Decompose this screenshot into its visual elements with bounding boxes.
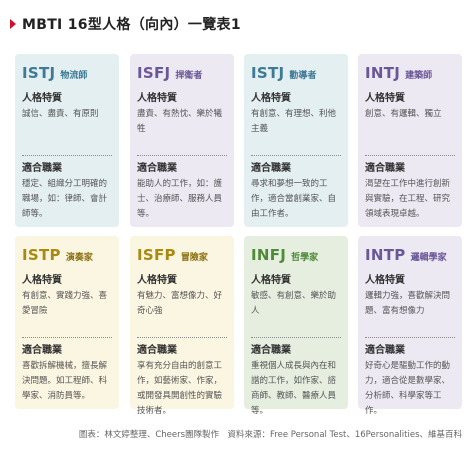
- traits-text: 邏輯力強，喜歡解決問題、富有想像力: [365, 291, 451, 316]
- type-code: ISFJ: [137, 64, 171, 82]
- type-code: ISTJ: [22, 64, 56, 82]
- card-header: ISTP 演奏家: [22, 236, 112, 272]
- careers-text: 享有充分自由的創意工作，如藝術家、作家，或開發具開創性的實驗技術者。: [137, 361, 223, 416]
- mbti-card-istj: ISTJ 物流師人格特質誠信、盡責、有原則 適合職業穩定、組織分工明確的職場，如：律…: [15, 54, 119, 227]
- traits-heading: 人格特質: [22, 93, 62, 104]
- careers-heading: 適合職業: [22, 163, 62, 174]
- traits-heading: 人格特質: [22, 275, 62, 286]
- card-header: INTJ 建築師: [365, 54, 455, 90]
- mbti-card-infj: INFJ 哲學家人格特質敏感、有創意、樂於助人適合職業重視個人成長與內在和諧的工作…: [244, 236, 348, 416]
- card-header: ISFJ 捍衛者: [137, 54, 227, 90]
- type-code: INTP: [365, 246, 406, 264]
- section-divider: [137, 155, 227, 156]
- type-role: 物流師: [60, 71, 88, 81]
- traits-text: 有魅力、富想像力、好奇心強: [137, 291, 223, 316]
- type-role: 冒險家: [180, 253, 208, 263]
- type-role: 邏輯學家: [410, 253, 447, 263]
- traits-heading: 人格特質: [251, 93, 291, 104]
- type-role: 哲學家: [291, 253, 319, 263]
- section-divider: [251, 337, 341, 338]
- section-divider: [365, 337, 455, 338]
- type-code: ISTP: [22, 246, 61, 264]
- card-header: ISTJ 勸導者: [251, 54, 341, 90]
- type-code: INFJ: [251, 246, 287, 264]
- type-code: ISTJ: [251, 64, 285, 82]
- section-divider: [137, 337, 227, 338]
- card-header: ISTJ 物流師: [22, 54, 112, 90]
- type-code: ISFP: [137, 246, 176, 264]
- careers-text: 重視個人成長與內在和諧的工作，如作家、諮商師、教師、醫療人員等。: [251, 361, 337, 416]
- traits-text: 創意、有邏輯、獨立: [365, 109, 442, 119]
- title-marker-icon: [10, 19, 16, 29]
- page-title: MBTI 16型人格（向內）一覽表1: [22, 17, 241, 33]
- title-bar: MBTI 16型人格（向內）一覽表1: [10, 14, 450, 34]
- section-divider: [365, 155, 455, 156]
- card-header: INTP 邏輯學家: [365, 236, 455, 272]
- traits-heading: 人格特質: [137, 93, 177, 104]
- careers-text: 好奇心是驅動工作的動力，適合從是數學家、分析師、科學家等工作。: [365, 361, 451, 416]
- mbti-card-istj: ISTJ 勸導者人格特質有創意、有理想、利他主義適合職業尋求和夢想一致的工作，適合…: [244, 54, 348, 227]
- careers-heading: 適合職業: [22, 345, 62, 356]
- card-header: ISFP 冒險家: [137, 236, 227, 272]
- traits-heading: 人格特質: [251, 275, 291, 286]
- traits-heading: 人格特質: [365, 275, 405, 286]
- careers-heading: 適合職業: [137, 163, 177, 174]
- careers-heading: 適合職業: [251, 345, 291, 356]
- traits-text: 敏感、有創意、樂於助人: [251, 291, 337, 316]
- mbti-card-istp: ISTP 演奏家人格特質有創意、實踐力強、喜愛冒險適合職業喜歡拆解機械，擅長解決問…: [15, 236, 119, 409]
- careers-heading: 適合職業: [251, 163, 291, 174]
- careers-heading: 適合職業: [137, 345, 177, 356]
- careers-text: 喜歡拆解機械，擅長解決問題。如工程師、科學家、消防員等。: [22, 361, 108, 401]
- section-divider: [22, 155, 112, 156]
- traits-text: 有創意、有理想、利他主義: [251, 109, 337, 134]
- mbti-card-intj: INTJ 建築師人格特質創意、有邏輯、獨立 適合職業渴望在工作中進行創新與實驗，在工…: [358, 54, 462, 227]
- card-header: INFJ 哲學家: [251, 236, 341, 272]
- section-divider: [251, 155, 341, 156]
- careers-text: 渴望在工作中進行創新與實驗，在工程、研究領域表現卓越。: [365, 179, 451, 219]
- careers-text: 穩定、組織分工明確的職場，如：律師、會計師等。: [22, 179, 108, 219]
- careers-heading: 適合職業: [365, 163, 405, 174]
- traits-text: 盡責、有熱忱、樂於犧牲: [137, 109, 223, 134]
- careers-heading: 適合職業: [365, 345, 405, 356]
- type-code: INTJ: [365, 64, 401, 82]
- mbti-card-intp: INTP 邏輯學家人格特質邏輯力強，喜歡解決問題、富有想像力適合職業好奇心是驅動工…: [358, 236, 462, 416]
- type-role: 建築師: [405, 71, 433, 81]
- careers-text: 能助人的工作，如：護士、治療師、服務人員等。: [137, 179, 223, 219]
- mbti-card-isfj: ISFJ 捍衛者人格特質盡責、有熱忱、樂於犧牲適合職業能助人的工作，如：護士、治療…: [130, 54, 234, 227]
- traits-text: 有創意、實踐力強、喜愛冒險: [22, 291, 108, 316]
- type-role: 捍衛者: [175, 71, 203, 81]
- careers-text: 尋求和夢想一致的工作，適合當創業家、自由工作者。: [251, 179, 337, 219]
- type-role: 勸導者: [289, 71, 317, 81]
- traits-heading: 人格特質: [137, 275, 177, 286]
- type-role: 演奏家: [65, 253, 93, 263]
- traits-text: 誠信、盡責、有原則: [22, 109, 99, 119]
- traits-heading: 人格特質: [365, 93, 405, 104]
- mbti-card-isfp: ISFP 冒險家人格特質有魅力、富想像力、好奇心強適合職業享有充分自由的創意工作，…: [130, 236, 234, 416]
- source-footer: 圖表：林文婷整理、Cheers團隊製作 資料來源：Free Personal T…: [78, 430, 462, 440]
- section-divider: [22, 337, 112, 338]
- mbti-grid: ISTJ 物流師 人格特質 誠信、盡責、有原則 適合職業 穩定、組織分工明確的職場，如：律…: [15, 54, 462, 418]
